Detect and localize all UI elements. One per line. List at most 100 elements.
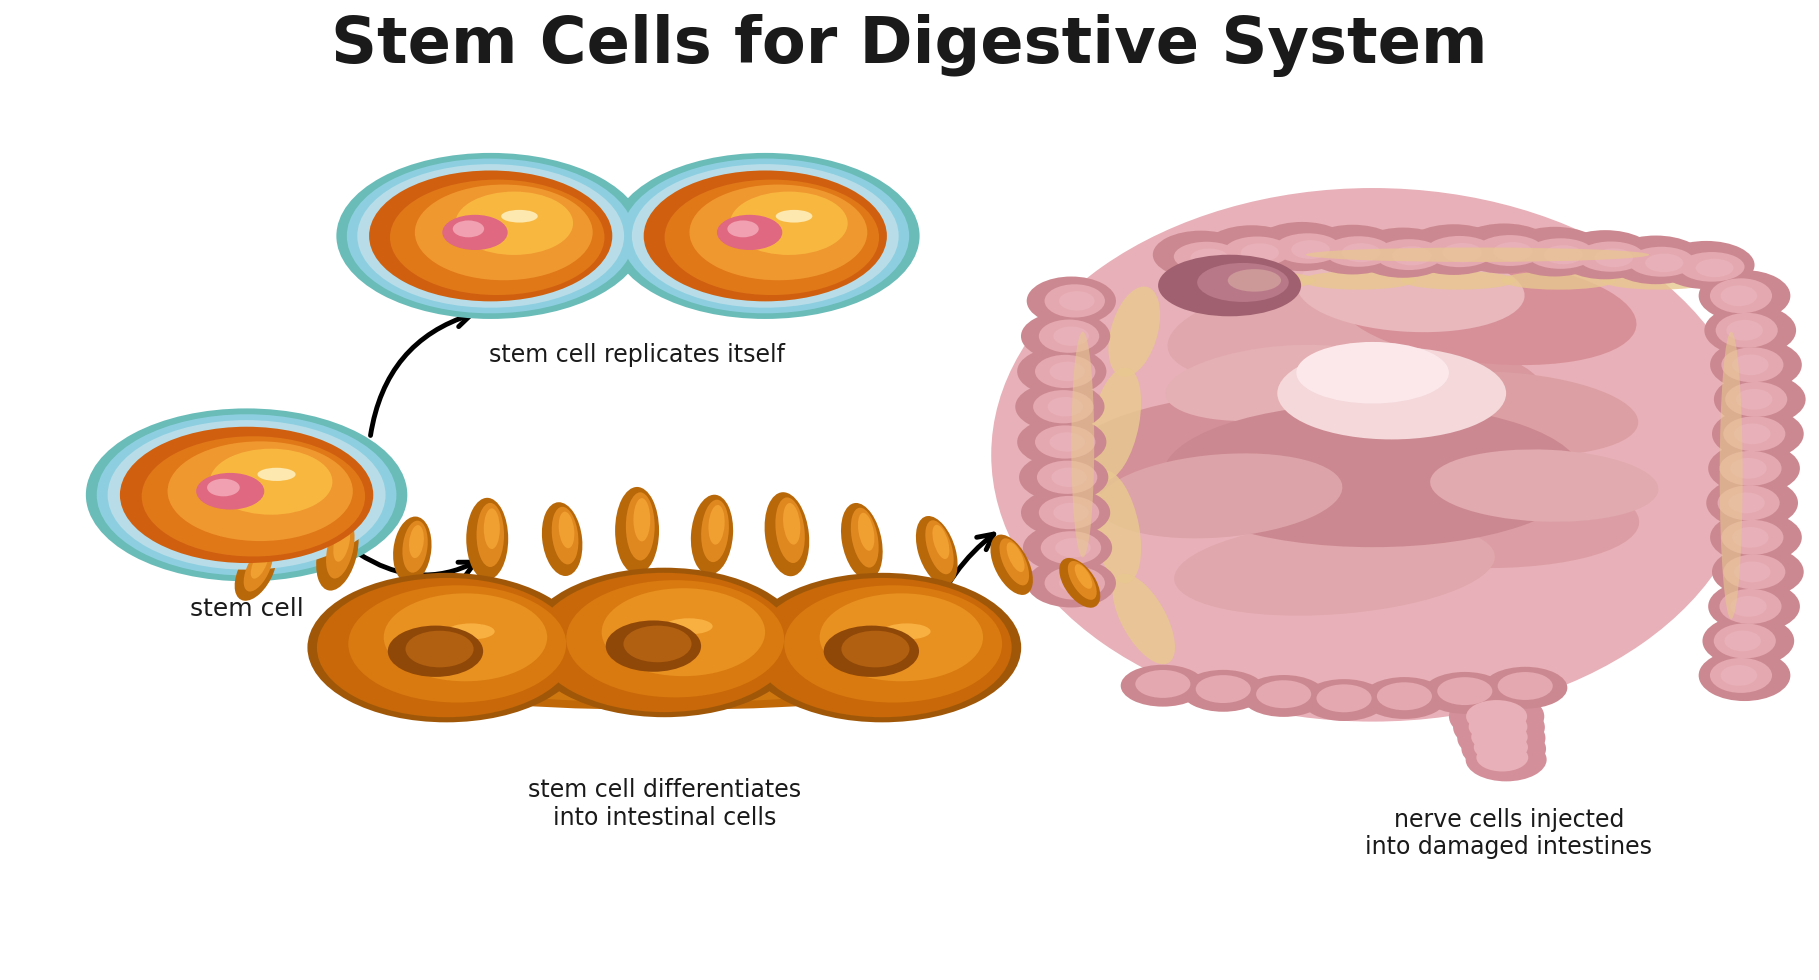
Ellipse shape — [1168, 282, 1424, 381]
Circle shape — [1477, 744, 1528, 771]
Circle shape — [453, 220, 484, 237]
Ellipse shape — [1710, 512, 1803, 563]
Ellipse shape — [1577, 241, 1644, 271]
Ellipse shape — [1710, 339, 1803, 390]
Ellipse shape — [1306, 248, 1650, 262]
Ellipse shape — [882, 623, 931, 640]
Circle shape — [384, 593, 548, 681]
Ellipse shape — [477, 503, 504, 567]
Circle shape — [611, 153, 920, 318]
Circle shape — [566, 580, 784, 698]
Ellipse shape — [1277, 347, 1506, 439]
Ellipse shape — [615, 487, 658, 574]
Ellipse shape — [782, 503, 800, 545]
Circle shape — [307, 573, 586, 722]
Ellipse shape — [1153, 230, 1250, 279]
Circle shape — [664, 179, 879, 295]
Circle shape — [693, 190, 786, 239]
Circle shape — [415, 184, 593, 280]
Circle shape — [337, 153, 646, 318]
Circle shape — [196, 473, 264, 510]
Ellipse shape — [1017, 347, 1106, 396]
Ellipse shape — [1724, 630, 1761, 652]
Ellipse shape — [1275, 233, 1341, 264]
Ellipse shape — [1373, 371, 1639, 456]
Ellipse shape — [1712, 546, 1804, 598]
Ellipse shape — [1695, 259, 1734, 277]
Ellipse shape — [1017, 417, 1106, 466]
Ellipse shape — [1302, 224, 1402, 274]
Ellipse shape — [1544, 245, 1583, 265]
Ellipse shape — [1493, 242, 1533, 262]
Text: nerve cells injected
into damaged intestines: nerve cells injected into damaged intest… — [1366, 808, 1652, 859]
Ellipse shape — [1297, 465, 1639, 568]
Ellipse shape — [764, 492, 809, 576]
Ellipse shape — [1173, 242, 1239, 271]
Ellipse shape — [1706, 477, 1797, 528]
Ellipse shape — [258, 467, 296, 481]
Ellipse shape — [251, 550, 269, 578]
Ellipse shape — [1555, 230, 1655, 279]
Circle shape — [622, 159, 910, 314]
Ellipse shape — [1430, 450, 1659, 521]
Ellipse shape — [1721, 285, 1757, 306]
Circle shape — [644, 171, 888, 302]
Ellipse shape — [1241, 243, 1279, 262]
Text: stem cell replicates itself: stem cell replicates itself — [489, 343, 786, 368]
Ellipse shape — [1026, 559, 1115, 608]
Ellipse shape — [1201, 271, 1315, 290]
Circle shape — [317, 578, 577, 717]
Ellipse shape — [1422, 672, 1506, 713]
Ellipse shape — [626, 492, 655, 561]
Ellipse shape — [1059, 573, 1095, 593]
Ellipse shape — [1710, 658, 1772, 693]
Circle shape — [820, 593, 982, 681]
Ellipse shape — [1721, 520, 1783, 555]
Ellipse shape — [1253, 221, 1352, 271]
Circle shape — [142, 436, 366, 557]
Ellipse shape — [235, 542, 276, 601]
Ellipse shape — [775, 498, 804, 564]
Ellipse shape — [700, 500, 729, 563]
Ellipse shape — [1526, 238, 1593, 269]
Ellipse shape — [1055, 538, 1091, 558]
Circle shape — [1461, 726, 1546, 771]
Ellipse shape — [1291, 240, 1330, 259]
Circle shape — [442, 215, 508, 250]
Circle shape — [602, 588, 766, 676]
Ellipse shape — [1726, 319, 1763, 341]
Circle shape — [96, 415, 397, 575]
Ellipse shape — [1719, 589, 1781, 624]
Ellipse shape — [1482, 666, 1568, 709]
Circle shape — [387, 625, 484, 677]
Ellipse shape — [1019, 453, 1108, 502]
Ellipse shape — [1068, 393, 1448, 516]
Ellipse shape — [1039, 319, 1099, 353]
Ellipse shape — [244, 546, 273, 592]
Ellipse shape — [1044, 566, 1104, 600]
Ellipse shape — [859, 513, 875, 551]
Ellipse shape — [991, 188, 1754, 721]
Ellipse shape — [358, 637, 971, 710]
Ellipse shape — [484, 509, 500, 549]
Ellipse shape — [666, 618, 713, 634]
Ellipse shape — [402, 520, 427, 572]
Ellipse shape — [1048, 397, 1084, 416]
Ellipse shape — [917, 516, 957, 585]
Ellipse shape — [409, 525, 424, 558]
Ellipse shape — [1050, 432, 1086, 452]
Ellipse shape — [447, 623, 495, 640]
Ellipse shape — [1732, 355, 1768, 375]
Ellipse shape — [1703, 615, 1794, 666]
Circle shape — [728, 220, 759, 237]
Ellipse shape — [1710, 278, 1772, 314]
Circle shape — [1468, 710, 1528, 743]
Ellipse shape — [1721, 665, 1757, 686]
Ellipse shape — [1595, 248, 1633, 268]
Ellipse shape — [333, 524, 351, 562]
Circle shape — [418, 190, 511, 239]
Ellipse shape — [1068, 561, 1097, 600]
Ellipse shape — [1402, 224, 1504, 275]
Circle shape — [120, 426, 373, 564]
Ellipse shape — [1035, 425, 1095, 459]
